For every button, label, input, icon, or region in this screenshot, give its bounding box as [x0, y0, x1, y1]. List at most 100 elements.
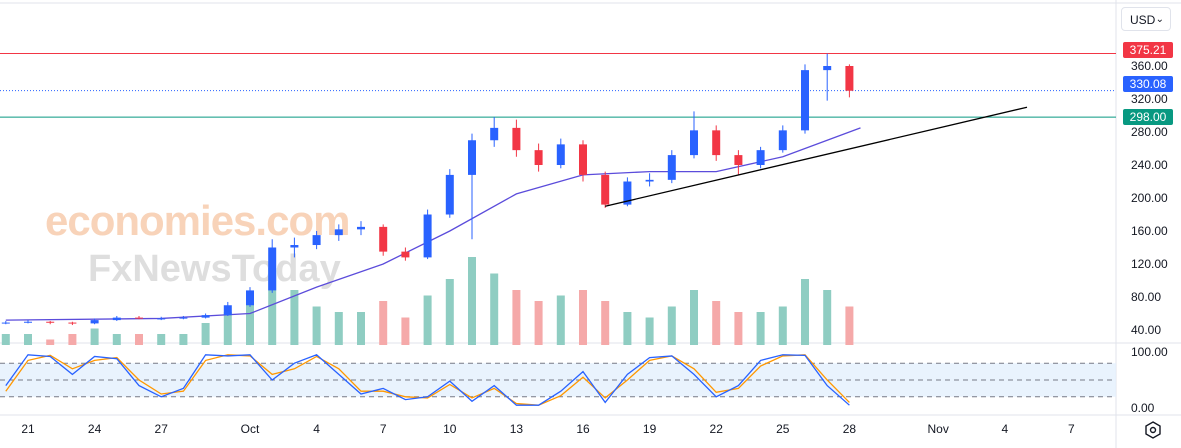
price-tick-label: 40.00 [1131, 323, 1161, 337]
time-tick-label: Nov [928, 422, 949, 436]
candle-body [445, 174, 454, 215]
volume-bar [46, 339, 55, 345]
candle-body [290, 245, 299, 248]
candle-body [68, 322, 77, 324]
settings-icon[interactable] [1143, 420, 1163, 440]
candle-body [534, 150, 543, 165]
volume-bar [534, 301, 543, 345]
candle-body [135, 317, 143, 319]
stochastic-axis-label: 100.00 [1131, 345, 1168, 359]
volume-bar [645, 317, 654, 345]
volume-bar [579, 290, 587, 345]
candle-body [246, 290, 254, 306]
candle-body [490, 127, 499, 141]
price-tick-label: 80.00 [1131, 290, 1161, 304]
volume-bar [246, 295, 254, 345]
time-tick-label: 24 [88, 422, 102, 436]
volume-bar [223, 312, 232, 345]
candle-body [357, 226, 365, 230]
volume-bar [201, 323, 210, 345]
candle-body [1, 322, 10, 324]
candle-body [778, 130, 787, 151]
candle-body [312, 235, 321, 246]
volume-bar [667, 306, 676, 345]
volume-bar [778, 306, 787, 345]
candle-body [845, 66, 854, 91]
volume-bar [1, 334, 10, 345]
watermark-economies: economies.com [45, 197, 350, 244]
volume-bar [112, 334, 121, 345]
volume-bar [401, 317, 410, 345]
candle-body [645, 179, 654, 182]
time-tick-label: 22 [710, 422, 724, 436]
stochastic-k-line [5, 354, 850, 406]
currency-label: USD [1130, 13, 1156, 27]
time-tick-label: 10 [443, 422, 457, 436]
price-tick-label: 240.00 [1131, 158, 1168, 172]
time-tick-label: 13 [510, 422, 524, 436]
time-tick-label: 27 [155, 422, 169, 436]
volume-bar [490, 273, 499, 345]
price-tick-label: 200.00 [1131, 191, 1168, 205]
volume-bar [379, 301, 388, 345]
moving-average-line [5, 127, 861, 321]
volume-bar [157, 334, 166, 345]
volume-bar [468, 257, 476, 345]
volume-bar [845, 306, 854, 345]
volume-bar [68, 334, 77, 345]
candle-body [468, 140, 476, 175]
currency-selector[interactable]: USD ⌄ [1121, 7, 1171, 31]
candle-body [334, 229, 343, 236]
time-tick-label: 4 [313, 422, 320, 436]
candle-body [379, 226, 388, 252]
volume-bar [623, 312, 632, 345]
time-tick-label: 19 [643, 422, 657, 436]
candle-body [756, 150, 765, 165]
candle-body [512, 127, 521, 151]
time-tick-label: Oct [241, 422, 260, 436]
candle-body [734, 155, 743, 165]
volume-bar [556, 295, 565, 345]
volume-bar [24, 334, 32, 345]
price-tick-label: 280.00 [1131, 125, 1168, 139]
volume-bar [135, 334, 143, 345]
price-tick-label: 320.00 [1131, 92, 1168, 106]
candle-body [401, 251, 410, 258]
volume-bar [690, 290, 698, 345]
candle-body [801, 70, 809, 131]
candle-body [623, 181, 632, 205]
candle-body [712, 130, 721, 156]
price-tick-label: 120.00 [1131, 257, 1168, 271]
candle-body [423, 214, 432, 258]
volume-bar [445, 279, 454, 345]
stochastic-d-line [5, 354, 850, 406]
volume-bar [756, 312, 765, 345]
candle-body [667, 155, 676, 180]
volume-bar [512, 290, 521, 345]
candle-body [556, 144, 565, 165]
trendline [605, 106, 1028, 207]
volume-bar [312, 306, 321, 345]
volume-bar [712, 301, 721, 345]
candle-body [268, 247, 277, 291]
price-tick-label: 160.00 [1131, 224, 1168, 238]
candle-body [179, 317, 188, 319]
price-tick-label: 360.00 [1131, 59, 1168, 73]
volume-bar [334, 312, 343, 345]
price-tag-resistance: 375.21 [1123, 42, 1173, 58]
volume-bar [823, 290, 832, 345]
chevron-down-icon: ⌄ [1155, 14, 1164, 25]
candle-body [201, 315, 210, 318]
volume-bar [801, 279, 809, 345]
volume-bar [290, 290, 299, 345]
candle-body [24, 321, 32, 323]
volume-bar [734, 312, 743, 345]
volume-bar [357, 312, 365, 345]
candle-body [112, 317, 121, 321]
price-tag-support: 298.00 [1123, 109, 1173, 125]
volume-bar [268, 268, 277, 345]
stochastic-axis-label: 0.00 [1131, 401, 1155, 415]
candle-body [90, 320, 99, 324]
